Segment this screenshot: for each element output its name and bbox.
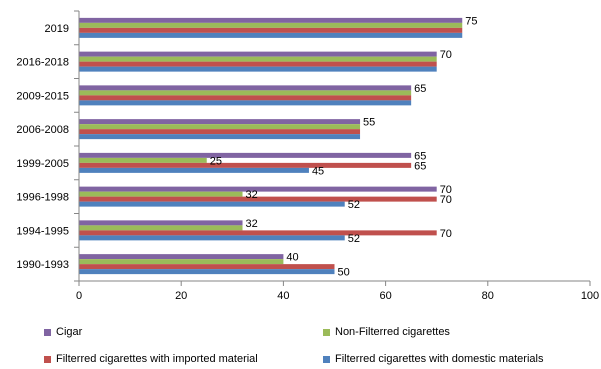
bar [79,90,412,96]
legend-swatch-imported [44,355,51,363]
data-label: 40 [286,252,298,264]
data-label: 75 [465,15,477,27]
bar [79,22,463,28]
bar [79,32,463,38]
data-label: 25 [210,155,222,167]
bars-layer [79,17,463,275]
bar [79,201,345,207]
bar [79,61,437,67]
bar [79,119,361,125]
y-tick-label: 2016-2018 [16,57,69,69]
bar [79,167,309,173]
data-label: 70 [440,194,452,206]
legend-item-imported: Filterred cigarettes with imported mater… [44,353,258,365]
bar [79,162,412,168]
bar [79,17,463,23]
y-tick-label: 2006-2008 [16,124,69,136]
legend-item-cigar: Cigar [44,326,82,338]
legend-item-non-filtered: Non-Filterred cigarettes [323,326,450,338]
data-label: 65 [414,160,426,172]
data-label: 32 [246,218,258,230]
legend-label-non-filtered: Non-Filterred cigarettes [335,326,450,338]
x-tick-label: 80 [482,290,494,302]
legend-swatch-cigar [44,328,51,336]
y-tick-label: 1994-1995 [16,225,69,237]
x-tick-label: 20 [175,290,187,302]
bar [79,56,437,62]
bar [79,95,412,101]
bar [79,134,361,140]
bar [79,85,412,91]
bar [79,264,335,270]
bar [79,269,335,275]
legend-label-domestic: Filterred cigarettes with domestic mater… [335,353,544,365]
bar [79,27,463,33]
y-tick-label: 2019 [45,23,69,35]
data-label: 70 [440,184,452,196]
data-label: 65 [414,150,426,162]
bar [79,254,284,260]
y-tick-label: 1990-1993 [16,259,69,271]
x-tick-label: 0 [76,290,82,302]
data-label: 55 [363,117,375,129]
bar [79,124,361,130]
bar [79,152,412,158]
bar [79,100,412,106]
legend-item-domestic: Filterred cigarettes with domestic mater… [323,353,543,365]
bar [79,129,361,135]
legend-swatch-domestic [323,355,330,363]
x-tick-label: 100 [581,290,599,302]
x-axis-ticks: 0 20 40 60 80 100 [76,281,599,302]
bar [79,220,243,226]
x-tick-label: 40 [277,290,289,302]
bar [79,186,437,192]
data-label: 45 [312,165,324,177]
y-tick-label: 1996-1998 [16,192,69,204]
y-tick-label: 2009-2015 [16,90,69,102]
bar [79,235,345,241]
legend-swatch-non-filtered [323,328,330,336]
bar [79,225,243,231]
legend-label-cigar: Cigar [56,326,83,338]
bar [79,51,437,57]
data-label: 32 [246,189,258,201]
bar [79,191,243,197]
y-tick-label: 1999-2005 [16,158,69,170]
data-label: 65 [414,83,426,95]
legend: Cigar Non-Filterred cigarettes Filterred… [0,318,601,368]
data-label: 52 [348,199,360,211]
legend-label-imported: Filterred cigarettes with imported mater… [56,353,258,365]
bar [79,196,437,202]
data-label: 50 [338,267,350,279]
bar [79,157,207,163]
data-label: 70 [440,228,452,240]
bar [79,66,437,72]
bar [79,230,437,236]
bar [79,259,284,265]
data-label: 52 [348,233,360,245]
x-tick-label: 60 [379,290,391,302]
data-label: 70 [440,49,452,61]
y-axis-ticks: 2019 2016-2018 2009-2015 2006-2008 1999-2005… [16,10,79,282]
